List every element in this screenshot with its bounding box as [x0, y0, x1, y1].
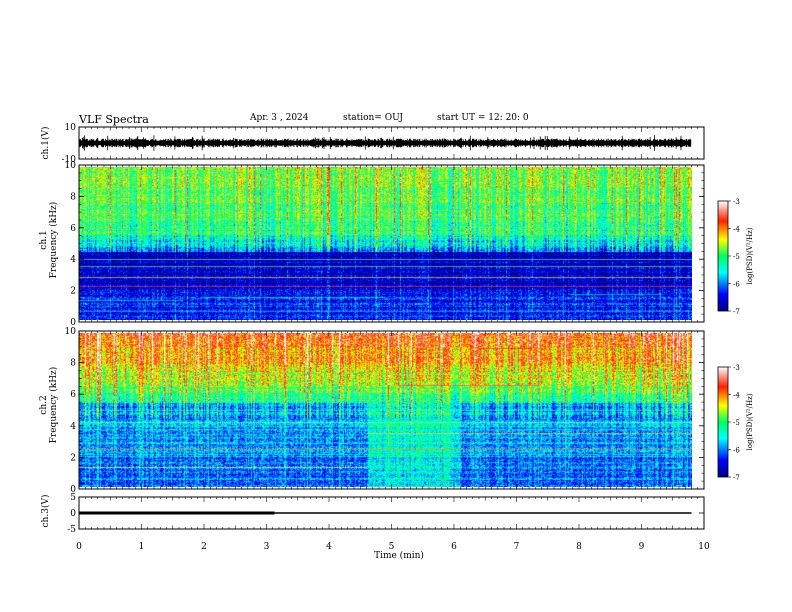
- ch2-spectrogram-image: [79, 333, 692, 487]
- station-label: station= OUJ: [343, 113, 404, 123]
- ch1-spectrogram-image: [79, 167, 692, 320]
- date-label: Apr. 3 , 2024: [250, 113, 309, 123]
- figure-title: VLF Spectra: [79, 113, 149, 126]
- ch1-waveform-trace: [78, 135, 692, 151]
- start-time-label: start UT = 12: 20: 0: [437, 113, 529, 123]
